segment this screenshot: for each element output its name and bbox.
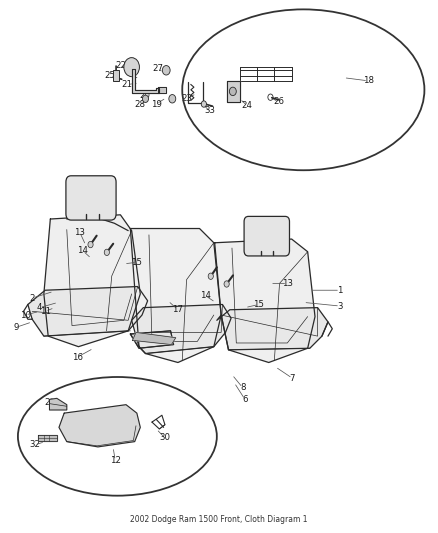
Text: 20: 20 bbox=[139, 91, 150, 100]
Polygon shape bbox=[132, 69, 159, 93]
Text: 27: 27 bbox=[152, 64, 163, 73]
Text: 9: 9 bbox=[14, 322, 19, 332]
Polygon shape bbox=[131, 229, 221, 362]
Polygon shape bbox=[44, 215, 140, 346]
Circle shape bbox=[162, 66, 170, 75]
Polygon shape bbox=[217, 308, 328, 350]
Text: 2: 2 bbox=[29, 294, 35, 303]
Text: 1: 1 bbox=[337, 286, 343, 295]
Text: 14: 14 bbox=[200, 291, 211, 300]
Polygon shape bbox=[28, 287, 148, 336]
Text: 29: 29 bbox=[44, 398, 55, 407]
Polygon shape bbox=[38, 435, 57, 441]
Text: 15: 15 bbox=[253, 300, 264, 309]
Polygon shape bbox=[133, 333, 176, 344]
Text: 10: 10 bbox=[20, 311, 31, 319]
Polygon shape bbox=[227, 81, 240, 102]
Polygon shape bbox=[158, 87, 166, 93]
Circle shape bbox=[169, 94, 176, 103]
Circle shape bbox=[224, 281, 229, 287]
Circle shape bbox=[201, 101, 206, 107]
Text: 24: 24 bbox=[242, 101, 253, 110]
Circle shape bbox=[88, 241, 93, 248]
Text: 30: 30 bbox=[159, 433, 170, 442]
Text: 8: 8 bbox=[240, 383, 246, 392]
Text: 19: 19 bbox=[151, 100, 162, 109]
Text: 15: 15 bbox=[131, 258, 142, 267]
Text: 22: 22 bbox=[115, 61, 126, 69]
Text: 12: 12 bbox=[110, 456, 121, 465]
Circle shape bbox=[104, 249, 110, 255]
Polygon shape bbox=[59, 405, 140, 447]
Text: 13: 13 bbox=[282, 279, 293, 288]
FancyBboxPatch shape bbox=[66, 176, 116, 220]
Text: 3: 3 bbox=[337, 302, 343, 311]
Text: 18: 18 bbox=[363, 76, 374, 85]
Polygon shape bbox=[131, 331, 173, 348]
Circle shape bbox=[124, 58, 139, 77]
Text: 14: 14 bbox=[77, 246, 88, 255]
Text: 26: 26 bbox=[273, 98, 284, 107]
Text: 33: 33 bbox=[204, 107, 215, 116]
Polygon shape bbox=[215, 239, 315, 362]
Text: 4: 4 bbox=[37, 303, 42, 312]
Text: 31: 31 bbox=[105, 409, 116, 418]
FancyBboxPatch shape bbox=[244, 216, 290, 256]
Text: 28: 28 bbox=[135, 100, 146, 109]
Text: 2002 Dodge Ram 1500 Front, Cloth Diagram 1: 2002 Dodge Ram 1500 Front, Cloth Diagram… bbox=[130, 515, 308, 524]
Circle shape bbox=[230, 87, 236, 95]
Text: 13: 13 bbox=[74, 228, 85, 237]
Text: 25: 25 bbox=[105, 71, 116, 80]
Text: 7: 7 bbox=[290, 374, 295, 383]
Text: 17: 17 bbox=[173, 305, 184, 314]
Text: 21: 21 bbox=[122, 80, 133, 89]
Text: 16: 16 bbox=[72, 353, 83, 362]
Text: 32: 32 bbox=[30, 440, 41, 449]
FancyBboxPatch shape bbox=[113, 70, 119, 81]
Text: 6: 6 bbox=[242, 395, 248, 404]
Polygon shape bbox=[132, 304, 231, 353]
Circle shape bbox=[208, 273, 213, 279]
Text: 23: 23 bbox=[181, 94, 192, 103]
Circle shape bbox=[142, 95, 148, 102]
Text: 11: 11 bbox=[40, 307, 51, 316]
Polygon shape bbox=[49, 398, 67, 410]
